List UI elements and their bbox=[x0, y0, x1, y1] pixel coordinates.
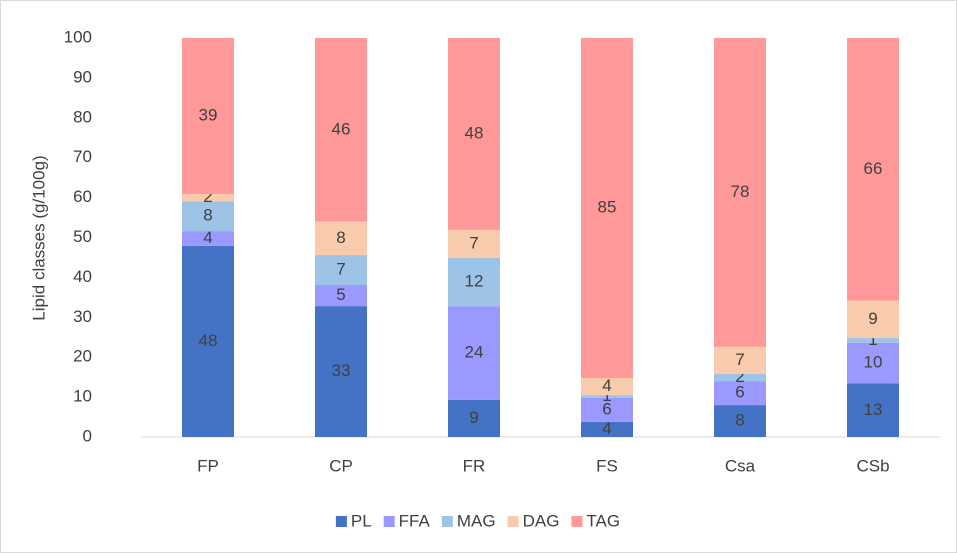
legend-label: FFA bbox=[399, 511, 431, 530]
bar-segment bbox=[847, 383, 899, 437]
data-label: 8 bbox=[203, 206, 212, 225]
bar-segment bbox=[448, 38, 500, 230]
bar-segment bbox=[315, 255, 367, 285]
bar-segment bbox=[714, 346, 766, 374]
data-label: 10 bbox=[864, 353, 883, 372]
data-label: 39 bbox=[199, 105, 218, 124]
data-label: 9 bbox=[868, 309, 877, 328]
data-label: 1 bbox=[602, 386, 611, 405]
data-label: 33 bbox=[332, 361, 351, 380]
data-label: 4 bbox=[602, 419, 611, 438]
data-label: 8 bbox=[336, 228, 345, 247]
bar-segment bbox=[714, 405, 766, 437]
bar-segment bbox=[714, 381, 766, 406]
data-label: 12 bbox=[465, 271, 484, 290]
x-tick-label: FP bbox=[197, 456, 219, 475]
y-tick-label: 80 bbox=[73, 107, 92, 126]
data-label: 6 bbox=[602, 399, 611, 418]
bar-segment bbox=[448, 399, 500, 437]
bar-segment bbox=[581, 421, 633, 437]
data-label: 7 bbox=[469, 233, 478, 252]
data-label: 24 bbox=[465, 342, 484, 361]
bar-segment bbox=[448, 257, 500, 307]
data-label: 48 bbox=[465, 123, 484, 142]
bar-segment bbox=[182, 194, 234, 202]
data-label: 4 bbox=[203, 228, 212, 247]
y-tick-label: 100 bbox=[64, 27, 92, 46]
x-tick-label: CP bbox=[329, 456, 353, 475]
bar-segment bbox=[847, 338, 899, 343]
bar-segment bbox=[581, 377, 633, 396]
data-label: 8 bbox=[735, 411, 744, 430]
data-label: 46 bbox=[332, 119, 351, 138]
y-axis-title: Lipid classes (g/100g) bbox=[29, 155, 48, 320]
bar-segment bbox=[581, 395, 633, 398]
x-tick-label: FS bbox=[596, 456, 618, 475]
legend-label: MAG bbox=[457, 511, 496, 530]
legend-label: TAG bbox=[586, 511, 620, 530]
legend-swatch bbox=[335, 516, 347, 527]
data-label: 6 bbox=[735, 383, 744, 402]
bar-segment bbox=[315, 38, 367, 222]
bar-segment bbox=[847, 342, 899, 384]
data-label: 9 bbox=[469, 408, 478, 427]
data-label: 13 bbox=[864, 400, 883, 419]
y-tick-label: 30 bbox=[73, 307, 92, 326]
data-label: 78 bbox=[731, 182, 750, 201]
legend-swatch bbox=[383, 516, 395, 527]
x-tick-label: Csa bbox=[725, 456, 756, 475]
y-tick-label: 50 bbox=[73, 227, 92, 246]
data-label: 7 bbox=[336, 260, 345, 279]
data-label: 1 bbox=[868, 330, 877, 349]
bar-segment bbox=[714, 38, 766, 347]
legend-label: DAG bbox=[523, 511, 560, 530]
data-label: 85 bbox=[598, 197, 617, 216]
bar-segment bbox=[847, 38, 899, 301]
legend-label: PL bbox=[351, 511, 372, 530]
y-tick-label: 0 bbox=[83, 426, 92, 445]
bar-segment bbox=[182, 245, 234, 437]
data-label: 66 bbox=[864, 159, 883, 178]
data-label: 7 bbox=[735, 350, 744, 369]
bar-segment bbox=[581, 397, 633, 422]
x-tick-label: CSb bbox=[856, 456, 889, 475]
y-tick-label: 10 bbox=[73, 387, 92, 406]
y-tick-label: 90 bbox=[73, 67, 92, 86]
bar-segment bbox=[315, 306, 367, 437]
y-tick-label: 70 bbox=[73, 147, 92, 166]
legend-swatch bbox=[507, 516, 519, 527]
bar-segment bbox=[182, 201, 234, 232]
legend-swatch bbox=[441, 516, 453, 527]
data-label: 5 bbox=[336, 285, 345, 304]
y-tick-label: 40 bbox=[73, 267, 92, 286]
x-tick-label: FR bbox=[463, 456, 486, 475]
bar-segment bbox=[714, 373, 766, 382]
data-label: 2 bbox=[735, 367, 744, 386]
legend-swatch bbox=[571, 516, 583, 527]
bar-segment bbox=[448, 229, 500, 258]
data-label: 48 bbox=[199, 331, 218, 350]
y-tick-label: 20 bbox=[73, 347, 92, 366]
data-label: 4 bbox=[602, 376, 611, 395]
bar-segment bbox=[182, 38, 234, 195]
bar-segment bbox=[315, 284, 367, 307]
bar-segment bbox=[581, 38, 633, 378]
bar-segment bbox=[847, 300, 899, 339]
bar-segment bbox=[315, 221, 367, 256]
bar-segment bbox=[448, 306, 500, 400]
y-tick-label: 60 bbox=[73, 187, 92, 206]
data-label: 2 bbox=[203, 187, 212, 206]
bar-segment bbox=[182, 231, 234, 246]
